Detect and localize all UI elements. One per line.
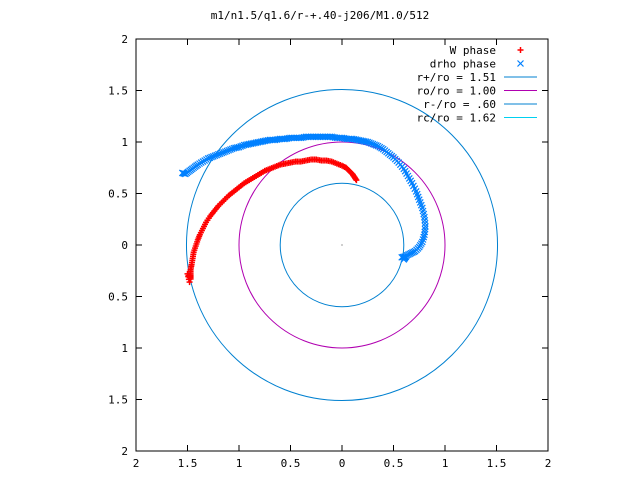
- cross-b: [372, 142, 380, 149]
- legend-label: rc/ro = 1.62: [417, 112, 496, 125]
- origin-dot: [341, 244, 343, 246]
- drho-phase-point: [399, 253, 407, 261]
- cross-b: [421, 225, 429, 233]
- cross-b: [399, 253, 407, 261]
- circle-r1_51: [185, 88, 499, 402]
- legend-label: W phase: [450, 44, 496, 57]
- x-tick-label: 0.5: [281, 457, 301, 470]
- cross-b: [421, 228, 429, 236]
- cross-b: [411, 185, 419, 193]
- cross-b: [400, 165, 408, 173]
- cross-b: [409, 182, 417, 190]
- x-tick-label: 0.5: [384, 457, 404, 470]
- cross-b: [367, 139, 375, 147]
- y-tick-label: 2: [121, 445, 128, 458]
- y-tick-label: 1: [121, 136, 128, 149]
- legend-label: r-/ro = .60: [423, 98, 496, 111]
- cross-b: [419, 236, 427, 243]
- x-tick-label: 2: [545, 457, 552, 470]
- drho-phase-point: [419, 236, 427, 243]
- y-tick-label: 1: [121, 342, 128, 355]
- cross-b: [359, 137, 367, 145]
- cross-b: [405, 174, 413, 182]
- cross-b: [371, 141, 379, 149]
- legend-label: ro/ro = 1.00: [417, 85, 496, 98]
- data-markers: [178, 133, 429, 286]
- chart-title: m1/n1.5/q1.6/r-+.40-j206/M1.0/512: [210, 9, 430, 22]
- cross-b: [412, 188, 420, 195]
- y-tick-label: 2: [121, 33, 128, 46]
- cross-b: [369, 140, 377, 148]
- drho-phase-point: [372, 142, 380, 149]
- cross-b: [415, 196, 423, 204]
- cross-b: [366, 139, 373, 147]
- cross-b: [398, 253, 406, 261]
- cross-b: [364, 138, 372, 146]
- w-phase-point: [186, 279, 193, 286]
- drho-phase-point: [398, 253, 406, 261]
- cross-b: [421, 216, 429, 224]
- x-tick-label: 1: [442, 457, 449, 470]
- y-tick-label: 1.5: [108, 394, 128, 407]
- legend-marker-cross: [517, 60, 524, 67]
- cross-b: [421, 219, 429, 227]
- circle-r0_6: [279, 182, 405, 308]
- cross-b: [420, 233, 428, 241]
- cross-b: [408, 179, 416, 187]
- cross-b: [418, 204, 426, 212]
- cross-b: [404, 172, 412, 180]
- cross-b: [355, 136, 363, 144]
- drho-phase-point: [420, 231, 428, 239]
- cross-b: [338, 134, 346, 142]
- x-tick-label: 1: [236, 457, 243, 470]
- cross-b: [420, 210, 428, 218]
- axis-ticks: 2 1.5 1 0.5 0 0.5 1 1.5 221.510.500.511.52: [108, 33, 551, 470]
- cross-b: [416, 199, 424, 206]
- cross-b: [419, 207, 427, 215]
- cross-b: [360, 137, 368, 145]
- y-tick-label: 0: [121, 239, 128, 252]
- x-tick-label: 1.5: [487, 457, 507, 470]
- x-tick-label: 0: [339, 457, 346, 470]
- drho-phase-point: [421, 228, 429, 236]
- cross-b: [328, 133, 336, 141]
- x-tick-label: 1.5: [178, 457, 198, 470]
- cross-b: [413, 190, 421, 198]
- legend-label: r+/ro = 1.51: [417, 71, 496, 84]
- reference-circles: [185, 88, 499, 402]
- cross-b: [401, 167, 409, 175]
- cross-b: [420, 213, 428, 221]
- cross-b: [407, 177, 415, 185]
- y-tick-label: 1.5: [108, 85, 128, 98]
- x-tick-label: 2: [133, 457, 140, 470]
- circle-r1: [238, 141, 446, 349]
- drho-phase-point: [420, 233, 428, 241]
- cross-b: [348, 135, 356, 143]
- cross-b: [422, 223, 429, 230]
- cross-b: [420, 231, 428, 239]
- y-tick-label: 0.5: [108, 291, 128, 304]
- drho-phase-point: [422, 223, 429, 230]
- cross-b: [354, 136, 361, 144]
- cross-b: [350, 135, 358, 143]
- cross-b: [417, 201, 425, 209]
- cross-b: [362, 138, 370, 146]
- legend-label: drho phase: [430, 58, 496, 71]
- cross-b: [352, 136, 360, 144]
- y-tick-label: 0.5: [108, 188, 128, 201]
- cross-b: [403, 170, 410, 178]
- cross-b: [357, 137, 365, 145]
- cross-b: [414, 193, 422, 201]
- drho-phase-point: [421, 225, 429, 233]
